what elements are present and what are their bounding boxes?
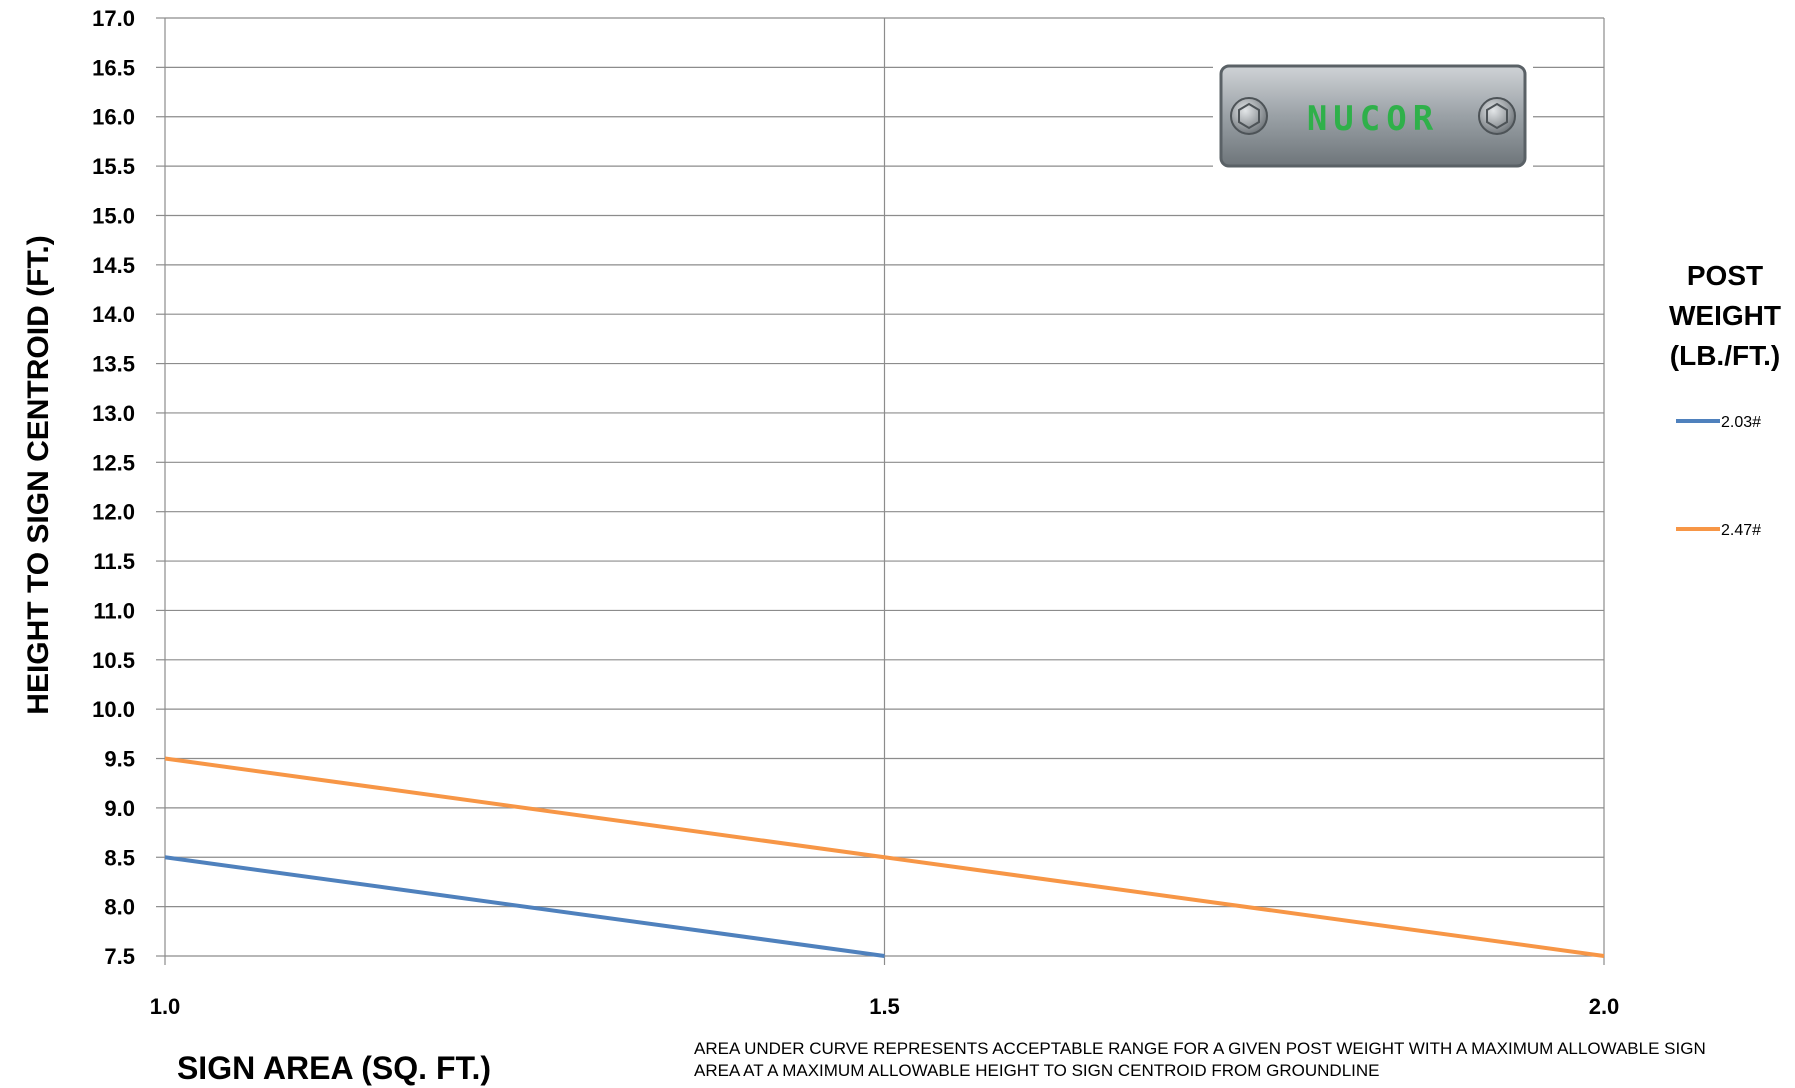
y-tick-label: 10.0	[92, 697, 135, 722]
y-tick-label: 15.5	[92, 154, 135, 179]
y-tick-label: 16.5	[92, 55, 135, 80]
legend-label-2-47: 2.47#	[1721, 522, 1761, 539]
logo-wordmark: NUCOR	[1307, 99, 1439, 139]
y-tick-label: 7.5	[104, 944, 135, 969]
y-tick-label: 8.5	[104, 845, 135, 870]
y-tick-label: 13.5	[92, 352, 135, 377]
y-tick-label: 15.0	[92, 203, 135, 228]
y-tick-label: 16.0	[92, 105, 135, 130]
y-tick-label: 8.0	[104, 895, 135, 920]
x-tick-label: 1.0	[150, 994, 181, 1019]
legend-label-2-03: 2.03#	[1721, 414, 1761, 431]
series-line-0	[164, 855, 885, 958]
y-tick-label: 11.0	[93, 598, 135, 623]
legend-title-line-2: WEIGHT	[1669, 300, 1781, 331]
nucor-logo: NUCOR	[1213, 62, 1533, 172]
y-tick-label: 14.0	[92, 302, 135, 327]
y-tick-label: 9.5	[104, 747, 135, 772]
grid	[164, 17, 1605, 957]
x-axis-title: SIGN AREA (SQ. FT.)	[177, 1050, 491, 1086]
x-tick-label: 2.0	[1589, 994, 1620, 1019]
y-tick-label: 12.0	[92, 500, 135, 525]
x-tick-label: 1.5	[869, 994, 900, 1019]
bolt-left-icon	[1230, 97, 1268, 135]
series-line-1	[164, 756, 1605, 958]
y-tick-label: 17.0	[92, 6, 135, 31]
y-tick-label: 13.0	[92, 401, 135, 426]
y-tick-label: 14.5	[92, 253, 135, 278]
chart-annotation: AREA UNDER CURVE REPRESENTS ACCEPTABLE R…	[694, 1039, 1706, 1080]
legend: POST WEIGHT (LB./FT.) 2.03# 2.47#	[1669, 260, 1781, 539]
legend-title-line-1: POST	[1687, 260, 1763, 291]
y-axis-title: HEIGHT TO SIGN CENTROID (FT.)	[22, 235, 55, 714]
axes: 7.5 8.0 8.5 9.0 9.5 10.0 10.5 11.0 11.5 12.0 12.5 1…	[92, 6, 1619, 1019]
y-tick-label: 10.5	[92, 648, 135, 673]
legend-title-line-3: (LB./FT.)	[1670, 340, 1780, 371]
bolt-right-icon	[1478, 97, 1516, 135]
y-tick-label: 9.0	[104, 796, 135, 821]
y-tick-label: 12.5	[92, 450, 135, 475]
y-tick-label: 11.5	[93, 549, 135, 574]
series-lines	[164, 756, 1605, 958]
